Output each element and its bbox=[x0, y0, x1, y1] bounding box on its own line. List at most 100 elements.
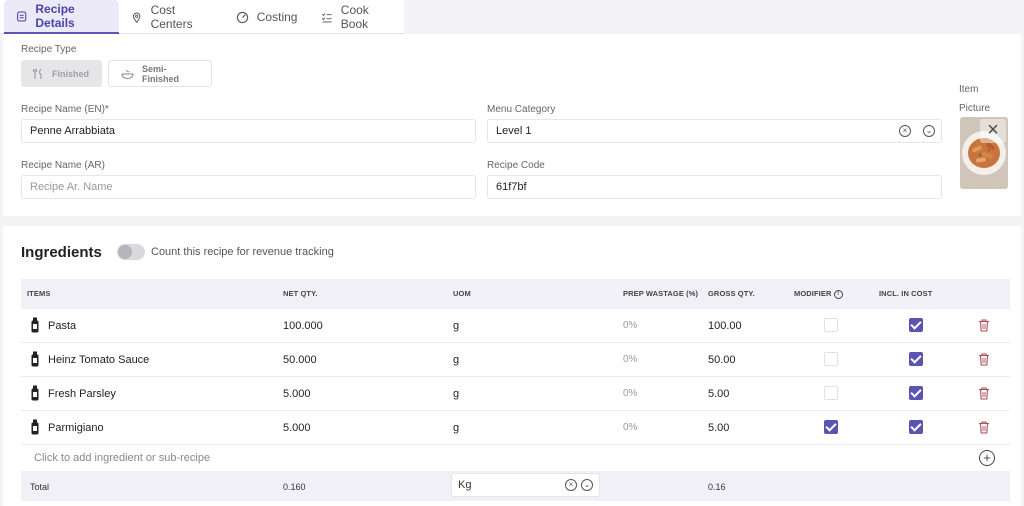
bottle-icon bbox=[31, 419, 39, 435]
menu-category-value: Level 1 bbox=[496, 125, 532, 137]
ingredient-gross-qty: 5.00 bbox=[708, 388, 730, 400]
trash-icon[interactable] bbox=[978, 421, 990, 434]
col-gross-qty: GROSS QTY. bbox=[708, 289, 755, 298]
item-picture-label-2: Picture bbox=[959, 103, 991, 114]
recipe-name-en-input[interactable]: Penne Arrabbiata bbox=[21, 119, 476, 143]
tab-label: Cook Book bbox=[340, 3, 369, 31]
clear-icon[interactable]: × bbox=[565, 479, 577, 491]
table-row[interactable]: Pasta 100.000 g 0% 100.00 bbox=[21, 309, 1010, 343]
clear-icon[interactable]: × bbox=[899, 125, 911, 137]
tab-cook-book[interactable]: Cook Book bbox=[309, 0, 404, 34]
col-incl-in-cost: INCL. IN COST bbox=[879, 289, 933, 298]
trash-icon[interactable] bbox=[978, 353, 990, 366]
checklist-icon bbox=[322, 12, 332, 22]
ingredient-wastage[interactable]: 0% bbox=[623, 422, 638, 433]
col-net-qty: NET QTY. bbox=[283, 289, 318, 298]
ingredient-gross-qty: 5.00 bbox=[708, 422, 730, 434]
trash-icon[interactable] bbox=[978, 319, 990, 332]
ingredient-name: Fresh Parsley bbox=[48, 388, 116, 400]
ingredient-net-qty[interactable]: 5.000 bbox=[283, 422, 311, 434]
item-picture[interactable]: × bbox=[960, 117, 1008, 189]
table-row[interactable]: Fresh Parsley 5.000 g 0% 5.00 bbox=[21, 377, 1010, 411]
table-row[interactable]: Heinz Tomato Sauce 50.000 g 0% 50.00 bbox=[21, 343, 1010, 377]
ingredients-table-header: ITEMS NET QTY. UOM PREP WASTAGE (%) GROS… bbox=[21, 279, 1010, 309]
recipe-name-en-value: Penne Arrabbiata bbox=[30, 125, 116, 137]
gauge-icon bbox=[236, 11, 248, 23]
menu-category-label: Menu Category bbox=[487, 104, 556, 115]
revenue-tracking-label: Count this recipe for revenue tracking bbox=[151, 246, 334, 258]
add-ingredient-row[interactable]: Click to add ingredient or sub-recipe + bbox=[21, 445, 1010, 471]
tab-bar: Recipe Details Cost Centers Costing Cook… bbox=[0, 0, 404, 34]
trash-icon[interactable] bbox=[978, 387, 990, 400]
incl-in-cost-checkbox[interactable] bbox=[909, 420, 923, 434]
remove-picture-icon[interactable]: × bbox=[980, 119, 1006, 143]
ingredient-uom[interactable]: g bbox=[453, 354, 460, 366]
recipe-code-input[interactable]: 61f7bf bbox=[487, 175, 942, 199]
add-ingredient-placeholder: Click to add ingredient or sub-recipe bbox=[34, 452, 211, 464]
info-icon[interactable]: ! bbox=[833, 289, 843, 299]
total-uom-select[interactable]: Kg × ⌄ bbox=[451, 473, 600, 497]
fork-knife-icon bbox=[33, 68, 42, 79]
col-modifier: MODIFIER ! bbox=[794, 289, 843, 299]
revenue-tracking-toggle[interactable] bbox=[117, 244, 145, 260]
col-modifier-label: MODIFIER bbox=[794, 289, 832, 298]
ingredient-uom[interactable]: g bbox=[453, 320, 460, 332]
menu-category-select[interactable]: Level 1 × ⌄ bbox=[487, 119, 942, 143]
bottle-icon bbox=[31, 351, 39, 367]
ingredient-uom[interactable]: g bbox=[453, 422, 460, 434]
total-uom-value: Kg bbox=[458, 479, 472, 491]
total-row: Total 0.160 Kg × ⌄ 0.16 bbox=[21, 471, 1010, 501]
ingredient-net-qty[interactable]: 5.000 bbox=[283, 388, 311, 400]
col-items: ITEMS bbox=[27, 289, 51, 298]
item-picture-label: Item bbox=[959, 84, 979, 95]
ingredient-gross-qty: 100.00 bbox=[708, 320, 742, 332]
ingredients-card: Ingredients Count this recipe for revenu… bbox=[3, 226, 1021, 506]
incl-in-cost-checkbox[interactable] bbox=[909, 318, 923, 332]
total-net-qty: 0.160 bbox=[283, 482, 306, 492]
modifier-checkbox[interactable] bbox=[824, 352, 838, 366]
tab-costing[interactable]: Costing bbox=[224, 0, 310, 34]
ingredient-name: Heinz Tomato Sauce bbox=[48, 354, 150, 366]
type-semi-finished-button[interactable]: Semi-Finished bbox=[108, 60, 212, 87]
ingredient-uom[interactable]: g bbox=[453, 388, 460, 400]
ingredient-wastage[interactable]: 0% bbox=[623, 388, 638, 399]
pasta-dish-image bbox=[960, 117, 1008, 189]
col-prep-wastage: PREP WASTAGE (%) bbox=[623, 289, 699, 298]
tab-recipe-details[interactable]: Recipe Details bbox=[4, 0, 120, 34]
type-semi-finished-label: Semi-Finished bbox=[141, 63, 179, 84]
recipe-type-label: Recipe Type bbox=[21, 44, 77, 55]
total-label: Total bbox=[30, 482, 50, 492]
location-pin-icon bbox=[133, 12, 141, 23]
chevron-down-icon[interactable]: ⌄ bbox=[923, 125, 935, 137]
ingredient-wastage[interactable]: 0% bbox=[623, 320, 638, 331]
bowl-icon bbox=[121, 69, 134, 79]
type-finished-button[interactable]: Finished bbox=[21, 60, 102, 87]
incl-in-cost-checkbox[interactable] bbox=[909, 352, 923, 366]
modifier-checkbox[interactable] bbox=[824, 318, 838, 332]
recipe-name-ar-placeholder: Recipe Ar. Name bbox=[30, 181, 113, 193]
modifier-checkbox[interactable] bbox=[824, 420, 838, 434]
tab-label: Costing bbox=[256, 10, 298, 24]
recipe-name-en-label: Recipe Name (EN)* bbox=[21, 104, 109, 115]
add-plus-icon[interactable]: + bbox=[979, 450, 995, 466]
table-row[interactable]: Parmigiano 5.000 g 0% 5.00 bbox=[21, 411, 1010, 445]
type-finished-label: Finished bbox=[52, 68, 90, 79]
chevron-down-icon[interactable]: ⌄ bbox=[581, 479, 593, 491]
ingredient-net-qty[interactable]: 50.000 bbox=[283, 354, 317, 366]
document-icon bbox=[17, 11, 27, 21]
recipe-details-card: Recipe Type Finished Semi-Finished Recip… bbox=[3, 34, 1021, 216]
tab-cost-centers[interactable]: Cost Centers bbox=[119, 0, 224, 34]
tab-label: Recipe Details bbox=[35, 2, 75, 30]
recipe-code-label: Recipe Code bbox=[487, 160, 545, 171]
incl-in-cost-checkbox[interactable] bbox=[909, 386, 923, 400]
ingredients-title: Ingredients bbox=[21, 244, 102, 261]
bottle-icon bbox=[31, 385, 39, 401]
recipe-name-ar-input[interactable]: Recipe Ar. Name bbox=[21, 175, 476, 199]
ingredient-gross-qty: 50.00 bbox=[708, 354, 736, 366]
tab-label: Cost Centers bbox=[150, 3, 193, 31]
recipe-code-value: 61f7bf bbox=[496, 181, 527, 193]
ingredient-net-qty[interactable]: 100.000 bbox=[283, 320, 323, 332]
ingredient-wastage[interactable]: 0% bbox=[623, 354, 638, 365]
modifier-checkbox[interactable] bbox=[824, 386, 838, 400]
bottle-icon bbox=[31, 317, 39, 333]
